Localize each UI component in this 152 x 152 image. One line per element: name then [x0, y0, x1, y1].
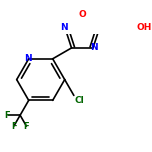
- Text: F: F: [24, 122, 29, 131]
- Text: N: N: [60, 23, 68, 32]
- Text: N: N: [90, 43, 97, 52]
- Text: N: N: [24, 54, 32, 63]
- Text: Cl: Cl: [74, 96, 84, 105]
- Text: F: F: [5, 111, 10, 120]
- Text: F: F: [11, 122, 17, 131]
- Text: OH: OH: [136, 23, 152, 32]
- Text: O: O: [78, 10, 86, 19]
